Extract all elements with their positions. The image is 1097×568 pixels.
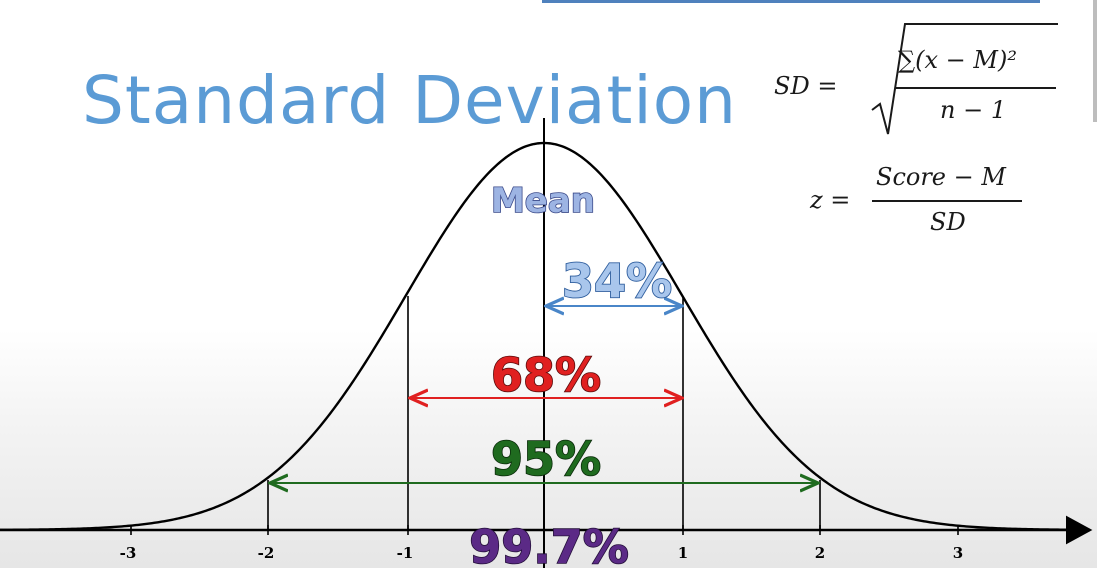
mean-label: Mean bbox=[491, 181, 595, 221]
pct-95-label: 95% bbox=[491, 432, 601, 486]
tick-label-1: 1 bbox=[678, 544, 688, 562]
slide-title: Standard Deviation bbox=[82, 62, 737, 139]
sd-formula-numerator: ∑(x − M)² bbox=[898, 46, 1017, 74]
z-formula-lhs: z = bbox=[810, 186, 851, 214]
pct-997-label: 99.7% bbox=[469, 520, 629, 568]
tick-label-minus-2: -2 bbox=[258, 544, 275, 562]
sqrt-radical bbox=[871, 23, 1058, 135]
z-formula-denominator: SD bbox=[930, 208, 966, 236]
tick-label-minus-3: -3 bbox=[120, 544, 137, 562]
pct-68-label: 68% bbox=[491, 348, 601, 402]
tick-label-2: 2 bbox=[815, 544, 825, 562]
sd-formula-fraction-bar bbox=[896, 87, 1056, 89]
tick-label-3: 3 bbox=[953, 544, 963, 562]
tick-label-minus-1: -1 bbox=[397, 544, 414, 562]
z-formula-numerator: Score − M bbox=[876, 163, 1006, 191]
pct-34-label: 34% bbox=[562, 254, 672, 308]
axis-ticks bbox=[130, 525, 959, 535]
sd-formula-lhs: SD = bbox=[774, 72, 838, 100]
right-edge-strip bbox=[1093, 0, 1097, 122]
sd-formula-denominator: n − 1 bbox=[940, 96, 1007, 124]
z-formula-fraction-bar bbox=[872, 200, 1022, 202]
top-border-bar bbox=[542, 0, 1040, 3]
